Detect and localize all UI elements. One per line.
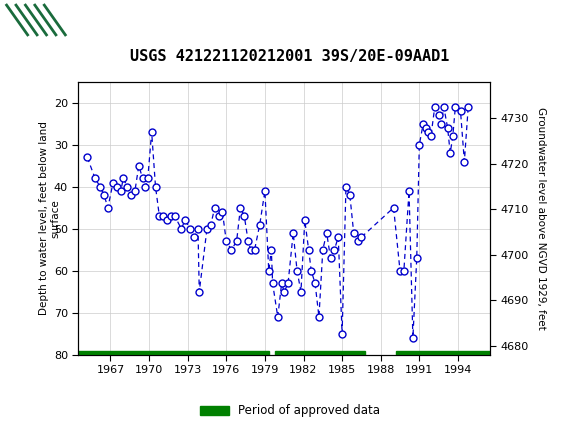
FancyBboxPatch shape bbox=[6, 4, 81, 36]
Bar bbox=[275, 351, 365, 359]
Bar bbox=[396, 351, 490, 359]
Y-axis label: Depth to water level, feet below land
surface: Depth to water level, feet below land su… bbox=[39, 121, 60, 315]
Y-axis label: Groundwater level above NGVD 1929, feet: Groundwater level above NGVD 1929, feet bbox=[536, 107, 546, 330]
Text: USGS 421221120212001 39S/20E-09AAD1: USGS 421221120212001 39S/20E-09AAD1 bbox=[130, 49, 450, 64]
Bar bbox=[78, 351, 269, 359]
Text: USGS: USGS bbox=[87, 12, 134, 28]
Legend: Period of approved data: Period of approved data bbox=[195, 399, 385, 422]
